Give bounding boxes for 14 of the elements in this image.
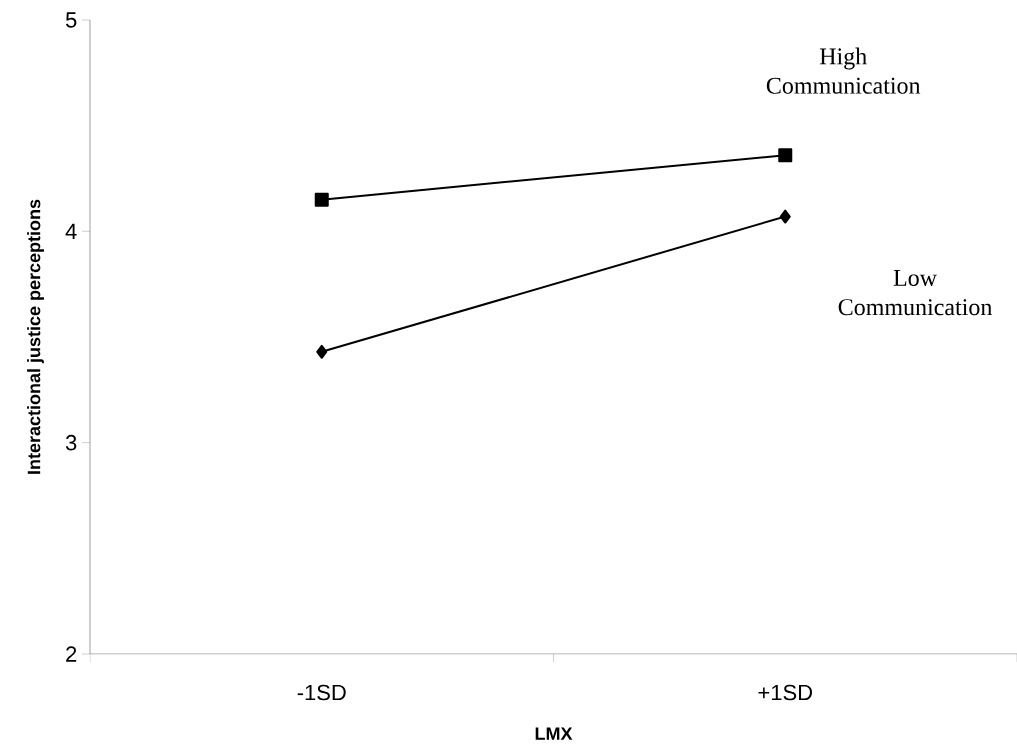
text: High Communication	[766, 47, 921, 94]
y-tick-label: 5	[65, 12, 77, 28]
x-axis-title: LMX	[535, 727, 573, 740]
x-tick-label: +1SD	[758, 684, 813, 701]
text: Low Communication	[838, 269, 993, 316]
x-tick-label: -1SD	[297, 684, 346, 701]
point	[314, 192, 329, 207]
y-axis-title: Interactional justice perceptions	[27, 199, 44, 474]
y-tick-label: 4	[65, 223, 77, 239]
point	[779, 209, 791, 224]
y-tick-label: 3	[65, 434, 77, 451]
point	[316, 344, 328, 359]
point	[778, 148, 793, 163]
y-tick-label: 2	[66, 646, 77, 662]
